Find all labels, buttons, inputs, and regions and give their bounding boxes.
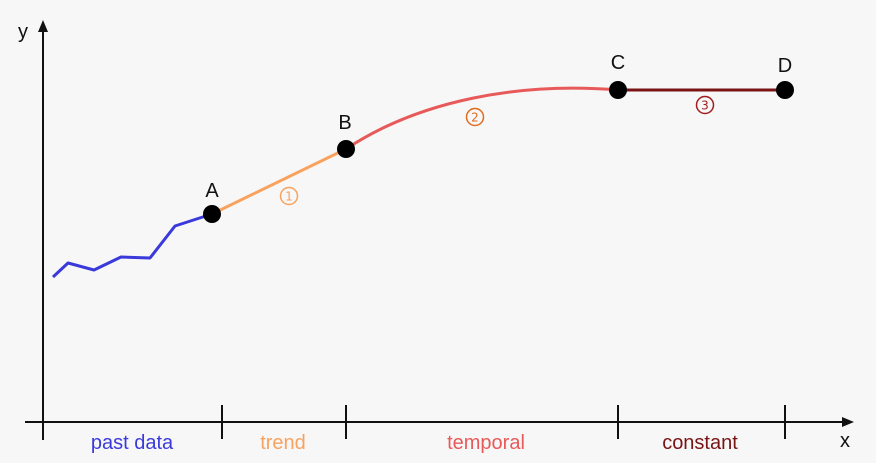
svg-text:2: 2	[471, 111, 479, 125]
segment-label-constant: constant	[662, 432, 738, 454]
past-data-line	[51, 212, 213, 279]
marker-1: 1	[279, 186, 299, 206]
svg-text:1: 1	[285, 190, 293, 204]
temporal-curve	[345, 86, 619, 151]
trend-line	[211, 147, 347, 216]
point-d	[776, 81, 794, 99]
y-axis-arrow	[38, 20, 48, 32]
segment-label-trend: trend	[260, 432, 306, 454]
point-b	[337, 140, 355, 158]
segment-label-past-data: past data	[91, 432, 174, 454]
y-axis-label: y	[18, 21, 28, 43]
point-a	[203, 205, 221, 223]
point-c	[609, 81, 627, 99]
point-a-label: A	[205, 180, 219, 202]
x-axis-label: x	[840, 430, 850, 452]
svg-text:3: 3	[701, 99, 709, 113]
point-c-label: C	[611, 52, 625, 74]
point-d-label: D	[778, 55, 792, 77]
marker-2: 2	[465, 107, 485, 127]
point-b-label: B	[338, 112, 351, 134]
x-axis-arrow	[842, 417, 854, 427]
segment-label-temporal: temporal	[447, 432, 525, 454]
marker-3: 3	[695, 95, 715, 115]
